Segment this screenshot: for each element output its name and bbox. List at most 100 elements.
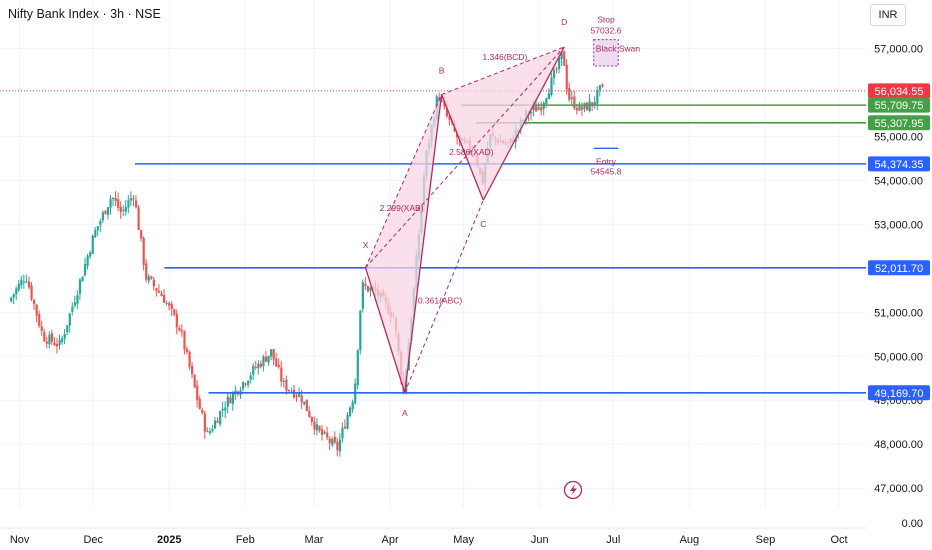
pattern-ratio-line — [365, 94, 443, 268]
candle-body — [173, 309, 176, 315]
candle-body — [247, 380, 250, 385]
candle-body — [10, 297, 13, 302]
pattern-ratio-line — [365, 46, 565, 269]
candle-body — [326, 432, 329, 438]
y-axis: 57,000.00 55,000.00 54,000.00 53,000.00 51,0… — [874, 43, 923, 530]
candle-body — [303, 401, 306, 405]
candle-body — [578, 104, 581, 111]
candle-body — [142, 238, 145, 265]
x-tick-label: Feb — [236, 534, 255, 546]
candle-body — [570, 97, 573, 99]
pattern-name-label: Black Swan — [596, 44, 641, 54]
candle-body — [535, 105, 538, 112]
price-label-text: 49,169.70 — [875, 388, 924, 400]
candle-body — [333, 437, 336, 443]
candle-body — [129, 198, 133, 201]
point-label-b: B — [439, 66, 445, 76]
y-tick-label: 0.00 — [902, 518, 923, 530]
ratio-bcd: 1.346(BCD) — [482, 52, 527, 62]
entry-value: 54545.8 — [591, 166, 622, 176]
x-tick-label: May — [453, 534, 474, 546]
candle-body — [134, 200, 138, 208]
price-label-badge — [868, 385, 930, 401]
candle-body — [295, 395, 298, 397]
candle-body — [282, 380, 285, 382]
candle-body — [300, 395, 303, 403]
candle-body — [555, 68, 558, 70]
candle-body — [119, 207, 122, 213]
candle-body — [560, 52, 563, 59]
horizontal-levels — [0, 90, 866, 394]
candle-body — [280, 367, 283, 382]
candle-body — [68, 313, 71, 326]
pattern-leg — [482, 46, 565, 201]
y-tick-label: 51,000.00 — [874, 307, 923, 319]
triangle-xab — [365, 94, 442, 393]
candle-body — [140, 229, 143, 239]
y-tick-label: 48,000.00 — [874, 439, 923, 451]
price-label-text: 55,709.75 — [875, 100, 924, 112]
candle-body — [86, 256, 89, 266]
black-swan-box — [593, 39, 619, 67]
candle-body — [122, 209, 125, 211]
candle-body — [257, 363, 260, 369]
candle-body — [249, 375, 252, 380]
candle-body — [127, 200, 130, 208]
x-tick-label: 2025 — [157, 534, 181, 546]
candle-body — [180, 330, 184, 332]
candle-body — [20, 279, 23, 286]
y-tick-label: 54,000.00 — [874, 175, 923, 187]
candle-body — [78, 279, 82, 294]
candle-body — [315, 424, 319, 431]
point-label-c: C — [480, 219, 486, 229]
candle-body — [550, 77, 553, 96]
point-label-x: X — [363, 240, 369, 250]
candle-body — [588, 101, 591, 112]
candle-body — [336, 441, 339, 451]
candle-body — [349, 407, 352, 416]
candle-body — [221, 408, 224, 411]
candle-body — [241, 382, 245, 389]
candle-body — [66, 325, 69, 333]
y-tick-label: 50,000.00 — [874, 351, 923, 363]
point-label-a: A — [402, 408, 408, 418]
y-tick-label: 55,000.00 — [874, 131, 923, 143]
candle-body — [106, 207, 110, 215]
chart-title: Nifty Bank Index · 3h · NSE — [8, 7, 161, 21]
candle-body — [313, 421, 316, 430]
candle-body — [63, 333, 66, 339]
currency-button[interactable]: INR — [870, 4, 906, 26]
candle-body — [38, 314, 41, 326]
candle-body — [596, 89, 599, 104]
candle-body — [264, 356, 268, 362]
candle-body — [277, 365, 280, 368]
grid-lines — [0, 0, 866, 508]
candle-body — [48, 334, 51, 345]
candle-body — [580, 106, 584, 110]
y-tick-label: 57,000.00 — [874, 43, 923, 55]
candle-body — [275, 358, 278, 367]
candle-body — [331, 438, 334, 446]
candle-body — [178, 327, 181, 331]
candle-body — [203, 413, 206, 432]
candle-body — [573, 96, 576, 109]
candle-body — [356, 350, 359, 385]
candle-body — [563, 51, 566, 66]
candle-body — [162, 295, 166, 303]
ratio-xad: 2.586(XAD) — [449, 147, 494, 157]
price-label-badge — [868, 115, 930, 131]
candle-body — [132, 198, 135, 200]
candle-body — [208, 431, 212, 434]
candle-body — [305, 399, 308, 411]
flash-icon[interactable] — [563, 480, 583, 500]
candle-body — [448, 115, 451, 120]
candle-body — [359, 310, 362, 351]
candle-body — [601, 84, 604, 87]
candle-body — [152, 279, 155, 287]
candle-body — [81, 276, 84, 282]
candle-body — [272, 349, 275, 360]
x-tick-label: Oct — [830, 534, 847, 546]
candle-body — [55, 344, 59, 347]
candle-body — [552, 70, 556, 79]
